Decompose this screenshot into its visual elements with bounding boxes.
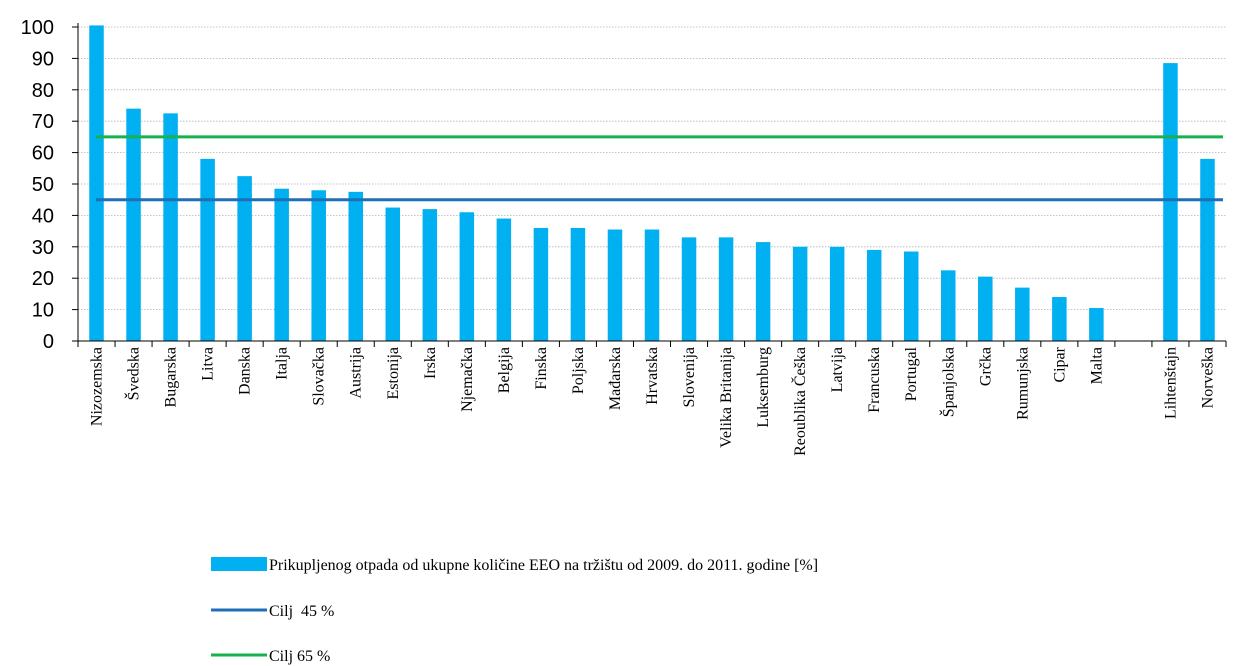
- bar: [422, 209, 438, 341]
- legend-bar-label: Prikupljenog otpada od ukupne količine E…: [269, 557, 818, 574]
- bar: [1052, 297, 1067, 341]
- y-tick-label: 20: [32, 268, 54, 290]
- y-tick-label: 50: [32, 174, 54, 196]
- y-tick-labels: 0 10 20 30 40 50 60 70 80 90 100: [21, 17, 54, 353]
- bar: [163, 113, 178, 341]
- bar: [903, 251, 919, 341]
- y-tick-label: 30: [32, 237, 54, 259]
- bar: [941, 270, 956, 341]
- x-tick-label: Austrija: [348, 347, 365, 399]
- x-tick-label: Velika Britanija: [718, 347, 735, 448]
- bar: [1089, 308, 1104, 341]
- x-tick-label: Španjolska: [938, 347, 957, 417]
- x-tick-label: Luksemburg: [755, 347, 772, 428]
- legend-target-65-label: Cilj 65 %: [269, 648, 330, 665]
- bar: [644, 229, 660, 341]
- bar: [978, 276, 993, 341]
- bar: [1163, 63, 1178, 342]
- bar: [533, 227, 549, 341]
- bar: [1200, 158, 1215, 341]
- x-tick-label: Bugarska: [163, 347, 180, 407]
- y-tick-label: 100: [21, 17, 54, 39]
- x-tick-label: Švedska: [124, 347, 143, 400]
- x-tick-label: Njemačka: [459, 347, 476, 412]
- bar: [459, 212, 475, 341]
- x-tick-label: Francuska: [866, 347, 883, 413]
- x-tick-label: Malta: [1088, 347, 1105, 384]
- x-tick-label: Poljska: [570, 347, 587, 394]
- y-tick-label: 40: [32, 205, 54, 227]
- y-tick-label: 10: [32, 300, 54, 322]
- x-tick-label: Rumunjska: [1014, 347, 1031, 420]
- bar: [792, 246, 808, 341]
- bar: [89, 25, 104, 342]
- bar: [866, 249, 882, 341]
- x-tick-label: Estonija: [385, 347, 402, 399]
- y-tick-label: 60: [32, 143, 54, 165]
- target-lines: [96, 135, 1223, 202]
- x-tick-label: Latvija: [829, 347, 846, 392]
- x-tick-label: Belgija: [496, 347, 513, 393]
- x-tick-label: Danska: [237, 347, 254, 395]
- x-tick-label: Finska: [533, 347, 550, 390]
- legend-target-45-label: Cilj 45 %: [269, 603, 334, 620]
- bar: [829, 246, 845, 341]
- bar: [126, 108, 141, 341]
- x-tick-label: Reoublika Češka: [790, 347, 809, 456]
- x-tick-label: Slovačka: [311, 347, 328, 406]
- bars: [89, 25, 1215, 342]
- bar: [1015, 287, 1030, 341]
- legend-bar-swatch: [211, 557, 267, 571]
- x-tick-label: Hrvatska: [644, 347, 661, 405]
- x-tick-labels: Nizozemska Švedska Bugarska Litva Danska Ital…: [89, 346, 1217, 456]
- legend-item-bar: Prikupljenog otpada od ukupne količine E…: [211, 557, 818, 574]
- y-tick-label: 0: [43, 331, 54, 353]
- y-tick-label: 70: [32, 111, 54, 133]
- bar: [200, 158, 215, 341]
- x-tick-label: Portugal: [903, 346, 920, 401]
- x-tick-label: Mađarska: [607, 347, 624, 410]
- legend-item-target-45: Cilj 45 %: [211, 603, 334, 620]
- legend: Prikupljenog otpada od ukupne količine E…: [211, 557, 818, 665]
- bar: [496, 218, 512, 341]
- x-tick-label: Cipar: [1051, 346, 1068, 382]
- y-tick-label: 80: [32, 80, 54, 102]
- bar: [755, 242, 771, 341]
- bar: [718, 237, 734, 341]
- bar: [570, 227, 586, 341]
- x-tick-label: Nizozemska: [89, 347, 106, 426]
- x-tick-label: Litva: [200, 347, 217, 381]
- bar: [385, 207, 401, 341]
- x-tick-label: Norveška: [1199, 347, 1216, 408]
- bar: [681, 237, 697, 341]
- x-tick-label: Irska: [422, 347, 439, 379]
- bar: [348, 191, 363, 341]
- bar: [274, 188, 289, 341]
- x-tick-label: Grčka: [977, 347, 994, 386]
- legend-item-target-65: Cilj 65 %: [211, 648, 330, 665]
- bar: [311, 190, 326, 341]
- bar: [607, 229, 623, 341]
- bar: [237, 176, 252, 341]
- x-tick-label: Lihtenštajn: [1162, 347, 1179, 419]
- x-tick-label: Slovenija: [681, 347, 698, 407]
- x-tick-label: Italja: [274, 347, 291, 380]
- y-tick-label: 90: [32, 48, 54, 70]
- axes: [72, 23, 1227, 347]
